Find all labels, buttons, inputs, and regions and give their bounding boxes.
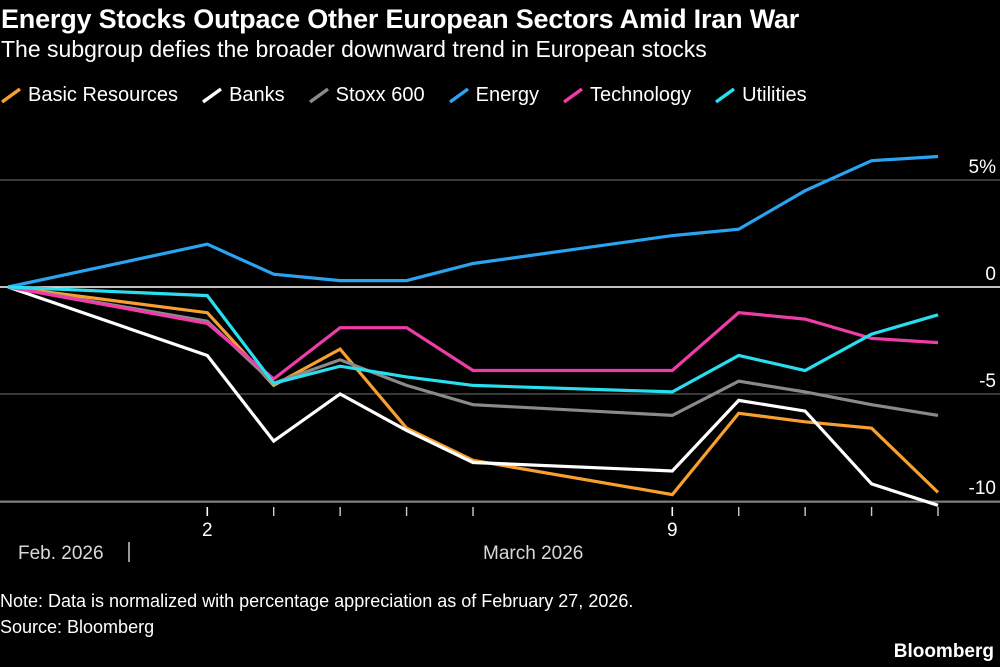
chart-title: Energy Stocks Outpace Other European Sec…	[1, 4, 800, 34]
legend-item-energy: Energy	[448, 84, 539, 107]
legend-item-utilities: Utilities	[714, 83, 807, 107]
series-line-energy	[7, 154, 939, 289]
legend-item-technology: Technology	[562, 84, 691, 107]
y-tick-label: 0	[985, 264, 996, 285]
legend-swatch-icon	[715, 87, 736, 104]
legend-swatch-line	[202, 87, 223, 104]
legend-label: Stoxx 600	[335, 83, 425, 106]
series-line-utilities	[7, 285, 939, 394]
legend-item-banks: Banks	[201, 84, 285, 107]
chart-source: Source: Bloomberg	[0, 617, 155, 637]
series-line-stoxx-600	[7, 285, 939, 418]
legend-swatch-line	[308, 87, 329, 104]
legend-swatch-icon	[202, 87, 223, 104]
legend-label: Utilities	[742, 83, 807, 106]
legend-swatch-icon	[562, 87, 583, 104]
legend-swatch-line	[448, 87, 469, 104]
legend-label: Basic Resources	[28, 83, 179, 106]
legend-swatch-icon	[308, 87, 329, 104]
x-tick-label: 2	[202, 520, 213, 541]
legend-swatch-line	[715, 87, 736, 104]
x-month-label: March 2026	[483, 543, 583, 564]
legend-item-basic-resources: Basic Resources	[0, 84, 178, 107]
y-tick-label: 5%	[969, 157, 997, 178]
legend-label: Technology	[589, 83, 692, 106]
x-month-label: Feb. 2026	[18, 543, 104, 564]
chart-subtitle: The subgroup defies the broader downward…	[1, 36, 707, 62]
legend: Basic Resources Banks Stoxx 600 Energy Techn…	[0, 82, 830, 108]
y-tick-label: -5	[979, 371, 996, 392]
series-line-banks	[7, 285, 939, 507]
legend-item-stoxx-600: Stoxx 600	[308, 84, 425, 107]
legend-swatch-icon	[448, 87, 469, 104]
series-line-technology	[7, 285, 939, 382]
x-tick-label: 9	[667, 520, 678, 541]
legend-label: Banks	[229, 83, 285, 106]
legend-swatch-line	[1, 87, 21, 104]
legend-label: Energy	[475, 83, 539, 106]
chart-note: Note: Data is normalized with percentage…	[0, 591, 634, 611]
legend-swatch-icon	[1, 87, 21, 104]
brand-logo: Bloomberg	[893, 641, 994, 662]
y-tick-label: -10	[969, 478, 996, 499]
legend-swatch-line	[562, 87, 583, 104]
